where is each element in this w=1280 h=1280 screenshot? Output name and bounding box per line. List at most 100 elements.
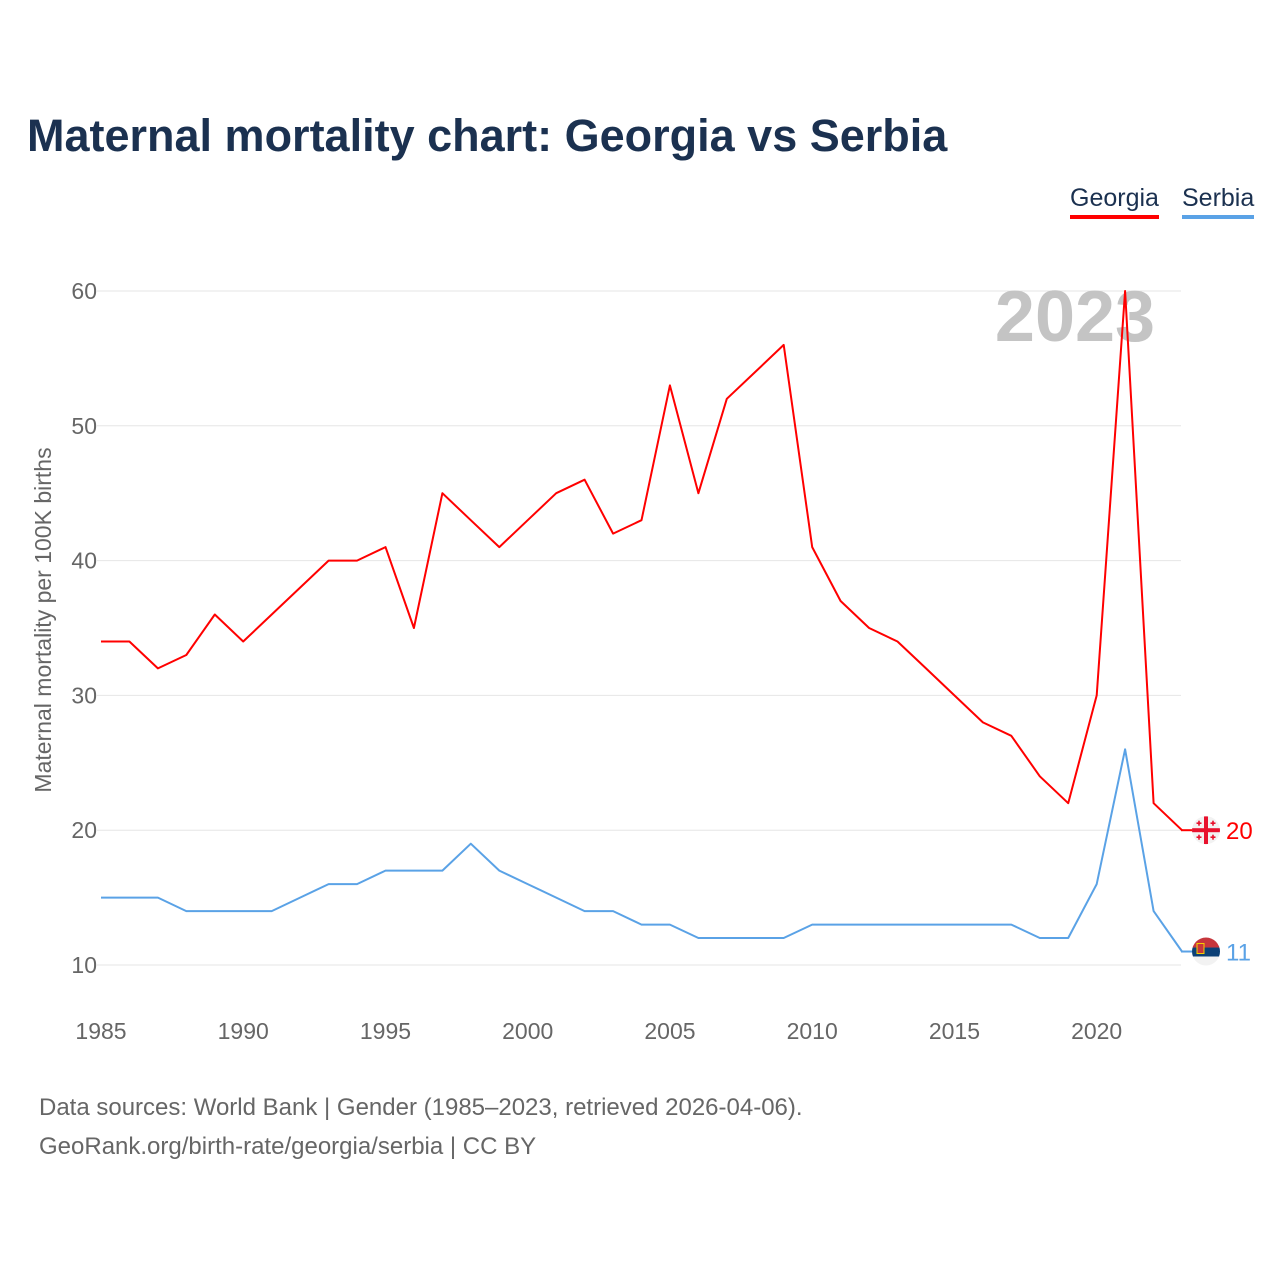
data-point-serbia[interactable] bbox=[468, 841, 474, 847]
data-point-serbia[interactable] bbox=[212, 908, 218, 914]
data-point-serbia[interactable] bbox=[1037, 935, 1043, 941]
data-point-serbia[interactable] bbox=[439, 868, 445, 874]
data-point-georgia[interactable] bbox=[610, 531, 616, 537]
data-point-georgia[interactable] bbox=[752, 369, 758, 375]
data-point-serbia[interactable] bbox=[695, 935, 701, 941]
serbia-flag-icon bbox=[1192, 937, 1220, 966]
data-point-georgia[interactable] bbox=[980, 719, 986, 725]
data-point-serbia[interactable] bbox=[838, 922, 844, 928]
data-point-georgia[interactable] bbox=[695, 490, 701, 496]
data-point-serbia[interactable] bbox=[1008, 922, 1014, 928]
data-point-serbia[interactable] bbox=[781, 935, 787, 941]
data-point-serbia[interactable] bbox=[1094, 881, 1100, 887]
data-point-georgia[interactable] bbox=[781, 342, 787, 348]
y-tick-label: 50 bbox=[71, 413, 97, 439]
data-point-georgia[interactable] bbox=[838, 598, 844, 604]
data-point-georgia[interactable] bbox=[1094, 692, 1100, 698]
data-point-serbia[interactable] bbox=[923, 922, 929, 928]
data-point-serbia[interactable] bbox=[269, 908, 275, 914]
data-point-georgia[interactable] bbox=[354, 558, 360, 564]
data-point-serbia[interactable] bbox=[582, 908, 588, 914]
source-link[interactable]: GeoRank.org/birth-rate/georgia/serbia | … bbox=[39, 1133, 537, 1160]
data-point-serbia[interactable] bbox=[752, 935, 758, 941]
data-point-georgia[interactable] bbox=[155, 665, 161, 671]
end-value-label-serbia: 11 bbox=[1226, 940, 1251, 967]
x-tick-label: 1985 bbox=[75, 1018, 126, 1044]
data-point-serbia[interactable] bbox=[126, 895, 132, 901]
data-point-georgia[interactable] bbox=[667, 382, 673, 388]
data-point-georgia[interactable] bbox=[468, 517, 474, 523]
data-point-georgia[interactable] bbox=[269, 612, 275, 618]
data-point-serbia[interactable] bbox=[724, 935, 730, 941]
data-point-georgia[interactable] bbox=[809, 544, 815, 550]
data-point-georgia[interactable] bbox=[126, 638, 132, 644]
data-point-georgia[interactable] bbox=[895, 638, 901, 644]
data-point-serbia[interactable] bbox=[411, 868, 417, 874]
legend-serbia[interactable]: Serbia bbox=[1182, 184, 1255, 219]
data-point-georgia[interactable] bbox=[1008, 733, 1014, 739]
x-tick-label: 1990 bbox=[218, 1018, 269, 1044]
data-point-georgia[interactable] bbox=[951, 692, 957, 698]
data-point-georgia[interactable] bbox=[496, 544, 502, 550]
georgia-flag-icon bbox=[1192, 816, 1220, 845]
data-point-georgia[interactable] bbox=[382, 544, 388, 550]
year-watermark: 2023 bbox=[995, 277, 1155, 357]
x-tick-label: 2000 bbox=[502, 1018, 553, 1044]
data-point-serbia[interactable] bbox=[667, 922, 673, 928]
data-point-georgia[interactable] bbox=[1151, 800, 1157, 806]
data-point-serbia[interactable] bbox=[155, 895, 161, 901]
data-point-georgia[interactable] bbox=[98, 638, 104, 644]
x-tick-label: 2010 bbox=[787, 1018, 838, 1044]
data-point-serbia[interactable] bbox=[525, 881, 531, 887]
data-point-georgia[interactable] bbox=[1037, 773, 1043, 779]
data-point-serbia[interactable] bbox=[809, 922, 815, 928]
data-point-georgia[interactable] bbox=[183, 652, 189, 658]
data-point-georgia[interactable] bbox=[1065, 800, 1071, 806]
data-point-georgia[interactable] bbox=[411, 625, 417, 631]
data-point-georgia[interactable] bbox=[525, 517, 531, 523]
data-point-serbia[interactable] bbox=[639, 922, 645, 928]
footer: Data sources: World Bank | Gender (1985–… bbox=[39, 1088, 803, 1166]
data-point-serbia[interactable] bbox=[951, 922, 957, 928]
data-point-serbia[interactable] bbox=[895, 922, 901, 928]
data-point-georgia[interactable] bbox=[553, 490, 559, 496]
data-point-georgia[interactable] bbox=[639, 517, 645, 523]
data-point-serbia[interactable] bbox=[496, 868, 502, 874]
y-tick-label: 10 bbox=[71, 952, 97, 978]
series-line-serbia bbox=[101, 748, 1183, 953]
data-point-serbia[interactable] bbox=[240, 908, 246, 914]
data-point-serbia[interactable] bbox=[1065, 935, 1071, 941]
data-point-georgia[interactable] bbox=[724, 396, 730, 402]
data-point-georgia[interactable] bbox=[582, 477, 588, 483]
x-tick-label: 2015 bbox=[929, 1018, 980, 1044]
y-axis-label: Maternal mortality per 100K births bbox=[30, 447, 56, 792]
data-point-georgia[interactable] bbox=[297, 585, 303, 591]
data-point-georgia[interactable] bbox=[923, 665, 929, 671]
y-tick-label: 30 bbox=[71, 682, 97, 708]
data-point-serbia[interactable] bbox=[866, 922, 872, 928]
end-value-label-georgia: 20 bbox=[1226, 818, 1253, 845]
data-point-georgia[interactable] bbox=[326, 558, 332, 564]
y-tick-label: 40 bbox=[71, 548, 97, 574]
data-point-georgia[interactable] bbox=[866, 625, 872, 631]
data-point-serbia[interactable] bbox=[183, 908, 189, 914]
data-point-serbia[interactable] bbox=[382, 868, 388, 874]
data-point-serbia[interactable] bbox=[354, 881, 360, 887]
data-point-serbia[interactable] bbox=[98, 895, 104, 901]
legend-georgia[interactable]: Georgia bbox=[1070, 184, 1159, 219]
data-point-georgia[interactable] bbox=[240, 638, 246, 644]
data-point-serbia[interactable] bbox=[1151, 908, 1157, 914]
data-point-serbia[interactable] bbox=[1122, 746, 1128, 752]
data-point-serbia[interactable] bbox=[980, 922, 986, 928]
data-point-georgia[interactable] bbox=[1122, 288, 1128, 294]
y-tick-label: 20 bbox=[71, 817, 97, 843]
data-point-georgia[interactable] bbox=[212, 612, 218, 618]
data-source: Data sources: World Bank | Gender (1985–… bbox=[39, 1094, 803, 1121]
data-point-serbia[interactable] bbox=[553, 895, 559, 901]
data-point-georgia[interactable] bbox=[439, 490, 445, 496]
x-tick-label: 1995 bbox=[360, 1018, 411, 1044]
data-point-serbia[interactable] bbox=[326, 881, 332, 887]
data-point-serbia[interactable] bbox=[297, 895, 303, 901]
data-point-serbia[interactable] bbox=[610, 908, 616, 914]
